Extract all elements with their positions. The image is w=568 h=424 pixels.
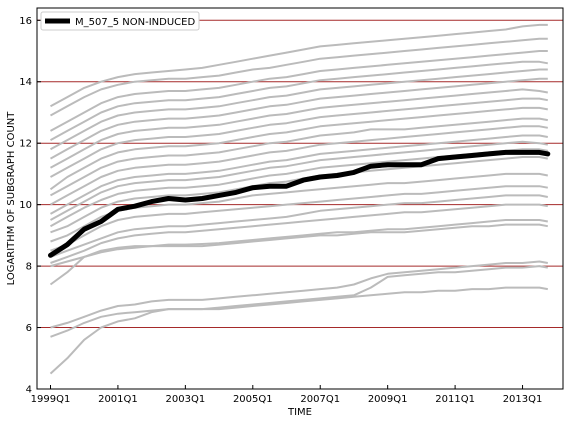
series-line: [49, 223, 548, 286]
series-line: [50, 125, 548, 206]
series-line: [50, 194, 548, 258]
plot-frame: [36, 7, 564, 390]
x-tick-label: 2013Q1: [503, 394, 543, 405]
y-tick-label: 6: [26, 323, 32, 334]
x-tick-label: 2005Q1: [233, 394, 273, 405]
series-line: [50, 37, 548, 117]
series-line: [50, 68, 548, 151]
series-line: [50, 260, 548, 329]
x-tick-label: 2003Q1: [166, 394, 206, 405]
legend-box: [40, 11, 200, 31]
series-line: [50, 265, 548, 338]
series-line: [49, 286, 548, 375]
y-tick-label: 10: [19, 200, 32, 211]
series-line: [49, 106, 548, 191]
series-line: [50, 77, 548, 160]
series-line: [50, 140, 548, 221]
series-lines: [49, 23, 548, 375]
x-tick-label: 2007Q1: [300, 394, 340, 405]
x-axis-label: TIME: [287, 407, 312, 418]
y-tick-label: 16: [19, 16, 32, 27]
x-tick-label: 2011Q1: [435, 394, 475, 405]
legend-label: M_507_5 NON-INDUCED: [75, 17, 195, 28]
highlight-series: [48, 149, 551, 258]
series-line: [50, 97, 548, 178]
x-tick-label: 2009Q1: [368, 394, 408, 405]
series-line: [50, 23, 548, 108]
highlight-series-line: [48, 149, 551, 258]
series-line: [50, 219, 548, 268]
y-axis-label: LOGARITHM OF SUBGRAPH COUNT: [6, 111, 17, 286]
y-tick-label: 12: [19, 139, 32, 150]
y-tick-label: 14: [19, 77, 32, 88]
x-tick-label: 2001Q1: [98, 394, 138, 405]
series-line: [50, 60, 548, 141]
y-tick-label: 4: [26, 385, 32, 396]
series-line: [50, 117, 548, 197]
x-ticks: 1999Q1 2001Q1 2003Q1 2005Q1 2007Q1 2009Q1 2011…: [31, 385, 543, 405]
y-tick-label: 8: [26, 262, 32, 273]
series-line: [50, 88, 548, 169]
series-line: [50, 50, 548, 132]
series-line: [50, 203, 548, 264]
x-tick-label: 1999Q1: [31, 394, 71, 405]
legend: M_507_5 NON-INDUCED: [40, 11, 200, 31]
series-line: [50, 134, 548, 215]
y-ticks: 4 6 8 10 12 14 16: [19, 16, 41, 396]
series-line: [50, 185, 548, 252]
